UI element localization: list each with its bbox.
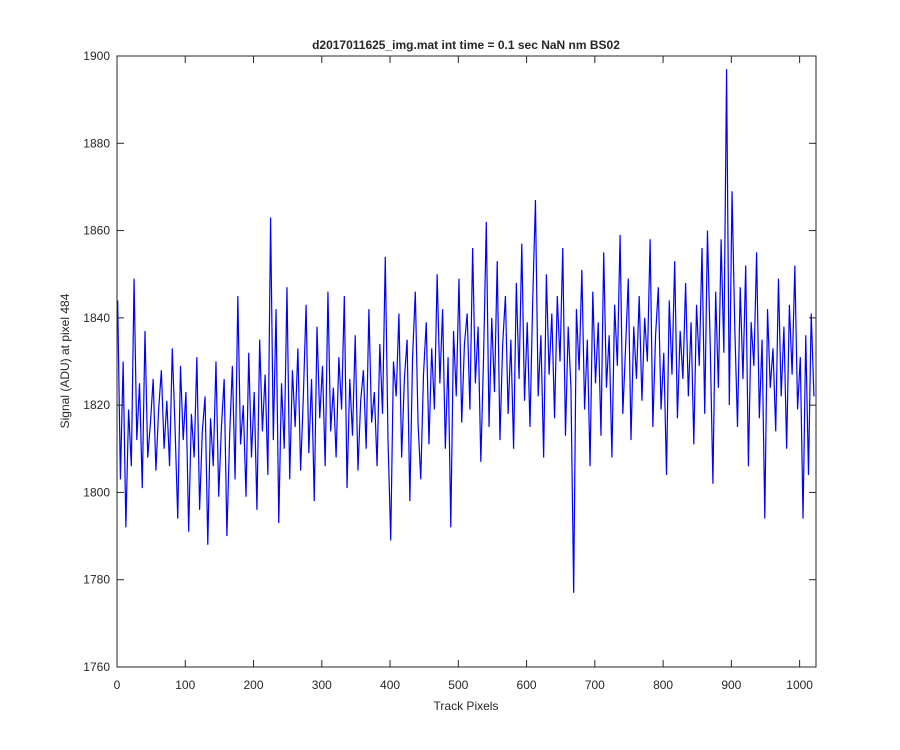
x-tick-label: 500 <box>448 678 468 692</box>
x-tick-label: 100 <box>175 678 195 692</box>
x-tick-label: 700 <box>585 678 605 692</box>
chart-title: d2017011625_img.mat int time = 0.1 sec N… <box>312 38 620 52</box>
y-tick-label: 1860 <box>83 224 110 238</box>
x-tick-label: 400 <box>380 678 400 692</box>
y-tick-label: 1800 <box>83 485 110 499</box>
x-tick-label: 900 <box>721 678 741 692</box>
x-tick-label: 1000 <box>786 678 813 692</box>
y-tick-label: 1840 <box>83 311 110 325</box>
y-tick-label: 1780 <box>83 573 110 587</box>
y-tick-label: 1880 <box>83 136 110 150</box>
x-axis-label: Track Pixels <box>434 699 499 713</box>
x-tick-label: 0 <box>114 678 121 692</box>
y-axis-label: Signal (ADU) at pixel 484 <box>58 293 72 428</box>
axes-box <box>116 55 817 668</box>
x-tick-label: 600 <box>517 678 537 692</box>
y-tick-label: 1760 <box>83 660 110 674</box>
plot-area <box>117 56 816 667</box>
y-tick-label: 1820 <box>83 398 110 412</box>
y-tick-label: 1900 <box>83 49 110 63</box>
data-line <box>117 69 815 593</box>
x-tick-label: 300 <box>312 678 332 692</box>
x-tick-label: 800 <box>653 678 673 692</box>
x-tick-label: 200 <box>244 678 264 692</box>
